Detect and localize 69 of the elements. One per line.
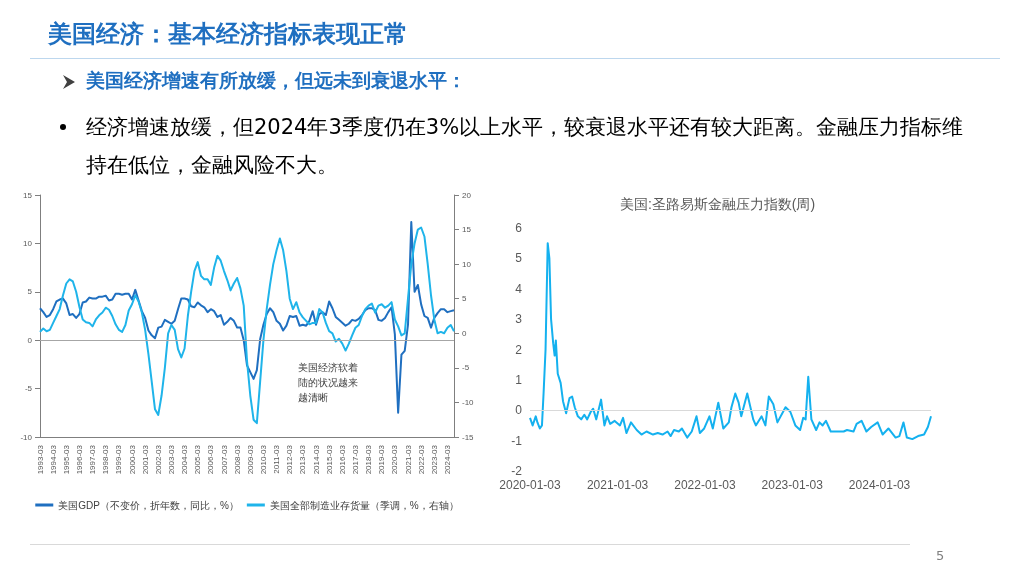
y-tick-label: -1 bbox=[511, 433, 523, 448]
x-tick-label: 2011-03 bbox=[272, 444, 282, 474]
y-tick-label: 4 bbox=[515, 281, 523, 296]
x-tick-label: 2019-03 bbox=[377, 444, 387, 475]
x-tick-label: 2002-03 bbox=[153, 444, 163, 475]
x-tick-label: 1998-03 bbox=[101, 444, 111, 475]
y2-tick-label: 10 bbox=[462, 259, 472, 269]
y-tick-label: 10 bbox=[23, 238, 33, 248]
x-tick-label: 2007-03 bbox=[219, 444, 229, 475]
y-tick-label: 0 bbox=[515, 403, 523, 418]
x-tick-label: 2004-03 bbox=[180, 444, 190, 475]
x-tick-label: 2015-03 bbox=[324, 444, 334, 475]
y-tick-label: -2 bbox=[511, 464, 523, 478]
x-tick-label: 2016-03 bbox=[337, 444, 347, 475]
x-tick-label: 2020-01-03 bbox=[499, 478, 562, 492]
x-tick-label: 2022-01-03 bbox=[674, 478, 736, 492]
legend-label: 美国GDP（不变价，折年数，同比，%） bbox=[58, 499, 239, 511]
y2-tick-label: 20 bbox=[462, 190, 472, 200]
text: 经济增速放缓，但2024年3季度仍在3%以上水平，较衰退水平还有较大距离。金融压力指标维持在低位，金融风险不大。 bbox=[86, 114, 965, 179]
y-tick-label: 6 bbox=[515, 221, 523, 235]
x-tick-label: 2009-03 bbox=[245, 444, 255, 475]
y-tick-label: 5 bbox=[27, 287, 33, 297]
annotation: 美国经济软着陆的状况越来越清晰 bbox=[298, 361, 359, 403]
y-tick-label: 3 bbox=[515, 312, 523, 327]
y2-tick-label: -10 bbox=[462, 397, 475, 407]
y-tick-label: 5 bbox=[515, 251, 523, 266]
y-tick-label: 15 bbox=[23, 190, 33, 200]
x-tick-label: 2013-03 bbox=[298, 444, 308, 475]
x-tick-label: 2006-03 bbox=[206, 444, 216, 475]
x-tick-label: 1999-03 bbox=[114, 444, 124, 475]
x-tick-label: 2023-01-03 bbox=[761, 478, 824, 492]
x-tick-label: 2012-03 bbox=[285, 444, 295, 475]
y2-tick-label: -15 bbox=[462, 432, 475, 442]
x-tick-label: 1993-03 bbox=[35, 444, 45, 475]
x-tick-label: 2024-01-03 bbox=[848, 478, 911, 492]
chart-title: 美国:圣路易斯金融压力指数(周) bbox=[619, 196, 816, 212]
x-tick-label: 2005-03 bbox=[193, 444, 203, 475]
x-tick-label: 2001-03 bbox=[140, 444, 150, 475]
y-tick-label: -10 bbox=[20, 432, 33, 442]
text: 美国经济：基本经济指标表现正常 bbox=[48, 19, 408, 50]
y-tick-label: 0 bbox=[27, 335, 33, 345]
x-tick-label: 2008-03 bbox=[232, 444, 242, 475]
x-tick-label: 2010-03 bbox=[258, 444, 268, 475]
x-tick-label: 1996-03 bbox=[74, 444, 84, 475]
x-tick-label: 2000-03 bbox=[127, 444, 137, 475]
x-tick-label: 2014-03 bbox=[311, 444, 321, 475]
legend-label: 美国全部制造业存货量（季调，%，右轴） bbox=[269, 499, 459, 511]
x-tick-label: 1994-03 bbox=[48, 444, 58, 475]
x-tick-label: 2023-03 bbox=[429, 444, 439, 475]
y2-tick-label: 15 bbox=[462, 225, 472, 235]
x-tick-label: 2021-01-03 bbox=[586, 478, 649, 492]
y2-tick-label: 0 bbox=[462, 328, 467, 338]
line-series bbox=[529, 242, 932, 441]
y2-tick-label: 5 bbox=[462, 294, 467, 304]
x-tick-label: 1997-03 bbox=[88, 444, 98, 475]
x-tick-label: 2024-03 bbox=[442, 444, 452, 475]
y-tick-label: -5 bbox=[24, 384, 33, 394]
text: 美国经济增速有所放缓，但远未到衰退水平： bbox=[86, 68, 466, 93]
text: 5 bbox=[936, 548, 945, 563]
x-tick-label: 1995-03 bbox=[61, 444, 71, 475]
x-tick-label: 2022-03 bbox=[416, 444, 426, 475]
y2-tick-label: -5 bbox=[462, 363, 470, 373]
y-tick-label: 2 bbox=[515, 342, 523, 357]
x-tick-label: 2020-03 bbox=[390, 444, 400, 475]
x-tick-label: 2021-03 bbox=[403, 444, 413, 475]
x-tick-label: 2017-03 bbox=[350, 444, 360, 475]
x-tick-label: 2018-03 bbox=[364, 444, 374, 475]
x-tick-label: 2003-03 bbox=[166, 444, 176, 475]
y-tick-label: 1 bbox=[515, 372, 523, 387]
